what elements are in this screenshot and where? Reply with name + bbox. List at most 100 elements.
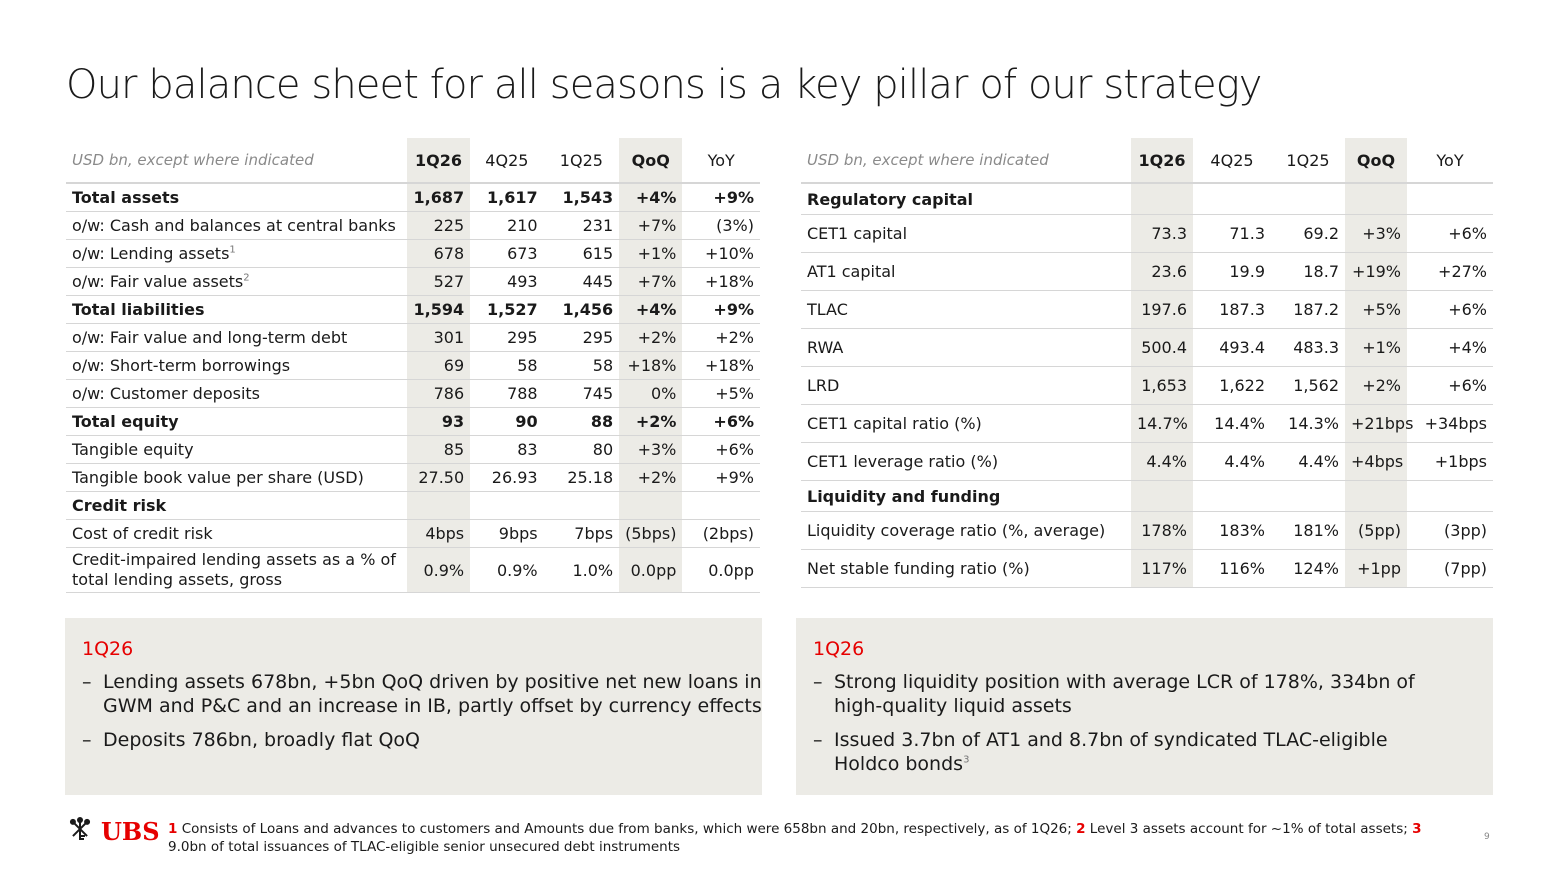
value-4q25: 116% [1193,549,1271,588]
row-label-text: Total equity [72,412,179,431]
value-4q25: 295 [470,323,544,352]
value-yoy: +6% [1407,290,1493,329]
table-row: Tangible book value per share (USD) 27.50… [66,463,760,492]
row-label-text: o/w: Short-term borrowings [72,356,291,375]
value-1q25: 25.18 [543,463,620,492]
value-qoq: +2% [619,463,683,492]
value-1q25: 231 [543,211,620,240]
row-label: LRD [801,366,1131,405]
value-yoy: +9% [682,182,760,212]
table-row: o/w: Short-term borrowings 69 58 58 +18% +18% [66,351,760,380]
ubs-logo: UBS [65,815,160,847]
value-1q26: 117% [1131,549,1193,588]
value-qoq: +7% [619,267,683,296]
row-label: Tangible book value per share (USD) [66,463,407,492]
row-label-text: Credit risk [72,496,167,515]
value-1q26: 500.4 [1131,328,1193,367]
row-label: o/w: Lending assets1 [66,239,407,268]
row-label-text: o/w: Customer deposits [72,384,261,403]
table-row: Liquidity coverage ratio (%, average) 178… [801,511,1493,550]
row-label: Liquidity and funding [801,480,1131,512]
table-header-row: USD bn, except where indicated 1Q26 4Q25… [801,138,1493,183]
value-1q26: 197.6 [1131,290,1193,329]
value-4q25: 83 [470,435,544,464]
bullet-dash: – [82,671,92,693]
row-label-text: CET1 leverage ratio (%) [807,452,999,471]
value-yoy: +9% [682,463,760,492]
value-yoy: (2bps) [682,519,760,548]
value-4q25 [1193,480,1271,512]
value-1q26: 178% [1131,511,1193,550]
row-label: o/w: Customer deposits [66,379,407,408]
value-4q25: 4.4% [1193,442,1271,481]
value-4q25: 1,617 [470,182,544,212]
value-1q26: 225 [406,211,471,240]
value-qoq: (5bps) [619,519,683,548]
value-1q26: 73.3 [1131,214,1193,253]
value-qoq: +4bps [1345,442,1407,481]
row-label: Total equity [66,407,407,436]
row-label-text: LRD [807,376,840,395]
table-row: o/w: Fair value and long-term debt 301 295… [66,323,760,352]
right-bullet-list: – Strong liquidity position with average … [813,670,1453,786]
value-4q25: 90 [470,407,544,436]
value-1q26: 527 [406,267,471,296]
balance-sheet-body: Total assets 1,687 1,617 1,543 +4% +9% o/w: Ca… [66,182,760,593]
value-4q25: 673 [470,239,544,268]
value-4q25: 210 [470,211,544,240]
table-header-4q25: 4Q25 [485,150,529,170]
value-1q26: 301 [406,323,471,352]
list-item: – Deposits 786bn, broadly flat QoQ [82,728,762,752]
list-item: – Strong liquidity position with average … [813,670,1453,718]
keys-icon [65,815,95,847]
value-1q25: 483.3 [1271,328,1345,367]
value-4q25: 788 [470,379,544,408]
table-row: Tangible equity 85 83 80 +3% +6% [66,435,760,464]
value-4q25: 9bps [470,519,544,548]
value-1q25: 445 [543,267,620,296]
footnote-ref: 2 [243,272,250,284]
table-header-yoy: YoY [707,150,735,170]
row-label-text: Tangible book value per share (USD) [72,468,364,487]
value-1q25: 14.3% [1271,404,1345,443]
value-qoq: +7% [619,211,683,240]
page-title: Our balance sheet for all seasons is a k… [66,62,1262,108]
value-1q25: 69.2 [1271,214,1345,253]
table-header-row: USD bn, except where indicated 1Q26 4Q25… [66,138,760,183]
left-box-title: 1Q26 [82,638,134,660]
row-label: Net stable funding ratio (%) [801,549,1131,588]
value-yoy: +10% [682,239,760,268]
capital-liquidity-table: USD bn, except where indicated 1Q26 4Q25… [801,138,1493,588]
footnote-number: 3 [1412,821,1422,837]
bullet-dash: – [813,671,823,693]
value-qoq: +5% [1345,290,1407,329]
row-label: Credit-impaired lending assets as a % of… [66,547,407,593]
value-1q25: 1,562 [1271,366,1345,405]
table-header-1q25: 1Q25 [1286,150,1330,170]
capital-liquidity-body: Regulatory capital CET1 capital 73.3 71.3 69… [801,182,1493,588]
table-row: Total assets 1,687 1,617 1,543 +4% +9% [66,182,760,212]
value-yoy: +6% [1407,366,1493,405]
table-row: Liquidity and funding [801,480,1493,512]
table-row: Credit risk [66,491,760,520]
value-1q26: 1,687 [406,182,471,212]
row-label: Cost of credit risk [66,519,407,548]
value-4q25: 26.93 [470,463,544,492]
row-label: o/w: Fair value assets2 [66,267,407,296]
value-1q25: 295 [543,323,620,352]
value-qoq: +1% [619,239,683,268]
value-yoy: +2% [682,323,760,352]
row-label-text: CET1 capital ratio (%) [807,414,982,433]
value-yoy: +1bps [1407,442,1493,481]
value-yoy: (3%) [682,211,760,240]
value-1q25: 187.2 [1271,290,1345,329]
row-label-text: Credit-impaired lending assets as a % of… [72,550,396,589]
value-yoy: +18% [682,351,760,380]
row-label: CET1 capital [801,214,1131,253]
table-header-1q26: 1Q26 [1131,138,1193,183]
value-qoq: +19% [1345,252,1407,291]
row-label-text: TLAC [807,300,848,319]
table-row: o/w: Fair value assets2 527 493 445 +7% +18% [66,267,760,296]
value-yoy: +34bps [1407,404,1493,443]
value-1q26: 678 [406,239,471,268]
